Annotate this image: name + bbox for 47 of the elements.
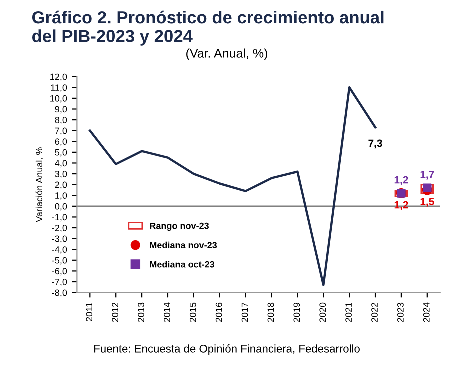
x-tick-label: 2016 — [216, 302, 222, 322]
y-tick-label: -7,0 — [52, 278, 68, 286]
x-tick-label: 2020 — [320, 302, 326, 322]
y-axis-title: Variación Anual, % — [36, 148, 44, 222]
y-tick-label: -5,0 — [52, 257, 68, 265]
chart-subtitle: (Var. Anual, %) — [186, 48, 268, 60]
y-tick-label: -2,0 — [52, 224, 68, 232]
data-label: 1,2 — [394, 201, 408, 210]
y-tick-label: 10,0 — [50, 95, 68, 103]
y-tick-label: -1,0 — [52, 214, 68, 222]
x-tick-label: 2021 — [346, 302, 352, 322]
y-tick-label: 11,0 — [51, 84, 68, 92]
legend-label: Rango nov-23 — [150, 222, 210, 232]
y-tick-label: 6,0 — [55, 138, 68, 146]
y-tick-label: 4,0 — [55, 160, 68, 168]
x-tick-label: 2017 — [242, 302, 248, 322]
x-tick-label: 2011 — [86, 302, 93, 322]
legend-label: Mediana nov-23 — [150, 242, 218, 249]
y-tick-label: -8,0 — [52, 290, 68, 298]
x-tick-label: 2013 — [138, 302, 144, 322]
data-label: 7,3 — [368, 140, 382, 149]
source-note: Fuente: Encuesta de Opinión Financiera, Fedesarrollo — [94, 344, 360, 356]
y-tick-label: 9,0 — [55, 106, 68, 114]
data-label: 1,7 — [420, 171, 434, 180]
x-tick-label: 2018 — [268, 302, 274, 322]
y-tick-label: 3,0 — [55, 171, 68, 178]
x-tick-label: 2015 — [190, 302, 196, 322]
data-label: 1,5 — [420, 198, 434, 208]
chart-title: Gráfico 2. Pronóstico de crecimiento anual del PIB-2023 y 2024 — [32, 10, 384, 46]
data-label: 1,2 — [394, 176, 408, 186]
y-tick-label: -4,0 — [52, 246, 68, 254]
y-tick-label: 12,0 — [50, 74, 68, 82]
y-tick-label: 0,0 — [55, 203, 68, 211]
y-tick-label: 5,0 — [55, 149, 68, 157]
x-tick-label: 2012 — [112, 302, 119, 322]
x-tick-label: 2024 — [423, 302, 430, 322]
y-tick-label: 7,0 — [55, 128, 68, 136]
y-tick-label: 2,0 — [55, 182, 68, 190]
x-tick-label: 2019 — [294, 302, 300, 322]
y-tick-label: 1,0 — [56, 192, 68, 200]
x-tick-label: 2014 — [164, 302, 170, 322]
x-tick-label: 2023 — [397, 302, 404, 322]
x-tick-label: 2022 — [372, 302, 378, 322]
y-tick-label: 8,0 — [55, 117, 68, 124]
legend-label: Mediana oct-23 — [150, 261, 215, 268]
y-tick-label: -6,0 — [52, 268, 68, 276]
y-tick-label: -3,0 — [52, 236, 68, 244]
